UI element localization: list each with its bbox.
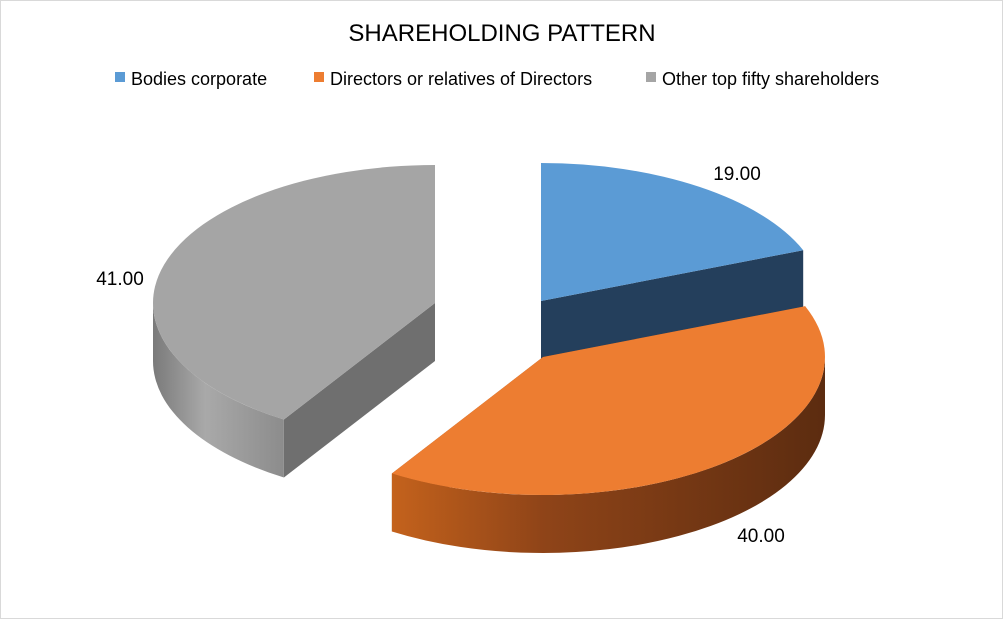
pie-wall-other-top-fifty-0 bbox=[283, 303, 435, 478]
data-labels: 19.00 40.00 41.00 bbox=[96, 164, 785, 547]
data-label-other-top-fifty: 41.00 bbox=[96, 269, 144, 290]
pie-side-other-top-fifty bbox=[153, 303, 284, 478]
pie-slice-directors[interactable] bbox=[391, 306, 825, 553]
pie-side-directors bbox=[391, 357, 825, 553]
pie-slices bbox=[153, 163, 825, 553]
data-label-bodies-corporate: 19.00 bbox=[713, 164, 761, 185]
legend-swatch-other-top-fifty bbox=[646, 72, 656, 82]
pie-slice-bodies-corporate[interactable] bbox=[541, 163, 804, 359]
legend-item-other-top-fifty[interactable]: Other top fifty shareholders bbox=[646, 69, 879, 89]
pie-top-bodies-corporate bbox=[541, 163, 804, 301]
legend-label-bodies-corporate: Bodies corporate bbox=[131, 69, 267, 89]
legend-swatch-bodies-corporate bbox=[115, 72, 125, 82]
legend-item-directors[interactable]: Directors or relatives of Directors bbox=[314, 69, 592, 89]
legend-label-directors: Directors or relatives of Directors bbox=[330, 69, 592, 89]
legend-swatch-directors bbox=[314, 72, 324, 82]
pie-wall-bodies-corporate-1 bbox=[541, 250, 804, 359]
data-label-directors: 40.00 bbox=[737, 526, 785, 547]
chart-title: SHAREHOLDING PATTERN bbox=[348, 20, 655, 47]
legend: Bodies corporate Directors or relatives … bbox=[115, 69, 879, 89]
legend-item-bodies-corporate[interactable]: Bodies corporate bbox=[115, 69, 267, 89]
pie-top-directors bbox=[391, 306, 825, 495]
pie-top-other-top-fifty bbox=[153, 165, 435, 420]
pie-slice-other-top-fifty[interactable] bbox=[153, 165, 435, 478]
legend-label-other-top-fifty: Other top fifty shareholders bbox=[662, 69, 879, 89]
